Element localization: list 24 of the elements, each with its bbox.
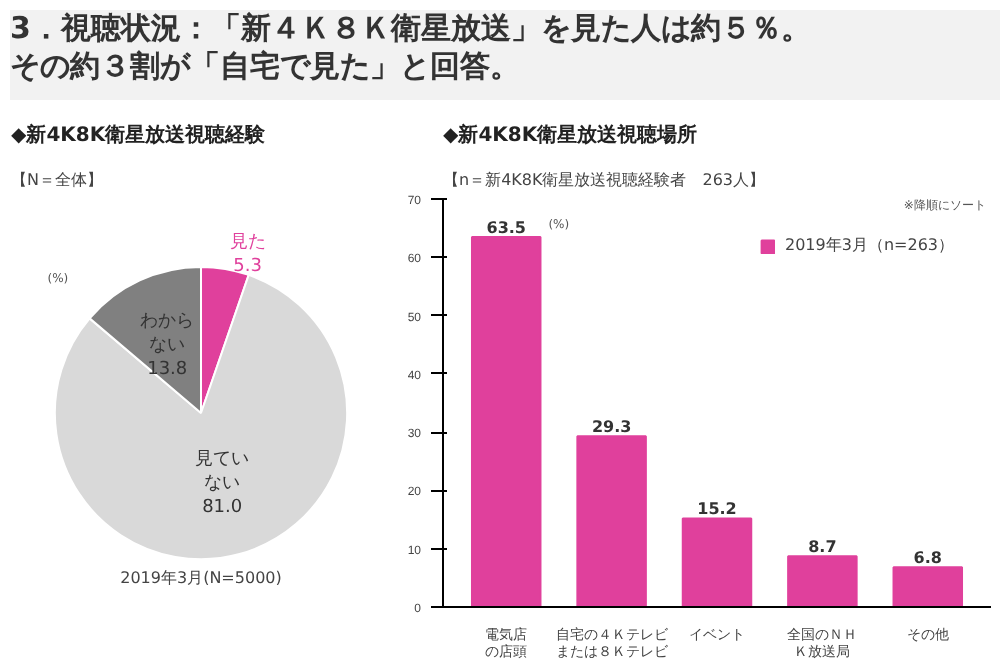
text: その約３割が「自宅で見た」と回答。: [10, 47, 520, 84]
bar: [681, 517, 753, 607]
data-label: 8.7: [808, 538, 837, 557]
data-label: 6.8: [913, 549, 943, 568]
data-label: 15.2: [697, 500, 737, 519]
data-label: 63.5: [486, 218, 527, 237]
chart-title: ◆新4K8K衛星放送視聴経験: [11, 123, 268, 147]
data-label: 13.8: [147, 360, 188, 381]
data-label: 29.3: [591, 418, 632, 437]
chart-subtitle: 【n＝新4K8K衛星放送視聴経験者 263人】: [443, 171, 766, 189]
slice-label: 見た: [229, 230, 266, 253]
chart-subtitle: 【N＝全体】: [11, 171, 103, 189]
text: 3．視聴状況：「新４Ｋ８Ｋ衛星放送」を見た人は約５％。: [10, 10, 811, 46]
chart-title: ◆新4K8K衛星放送視聴場所: [443, 123, 698, 147]
bar: [470, 235, 542, 607]
text: 2019年3月(N=5000): [120, 568, 282, 587]
bar: [576, 435, 647, 607]
data-label: 5.3: [233, 256, 262, 277]
data-label: 81.0: [202, 498, 243, 518]
slice-label: 見ていない: [195, 448, 250, 494]
legend-label: 2019年3月（n=263）: [785, 234, 954, 256]
bar: [787, 555, 858, 607]
bar: [892, 566, 964, 607]
slice-label: わからない: [140, 312, 195, 357]
